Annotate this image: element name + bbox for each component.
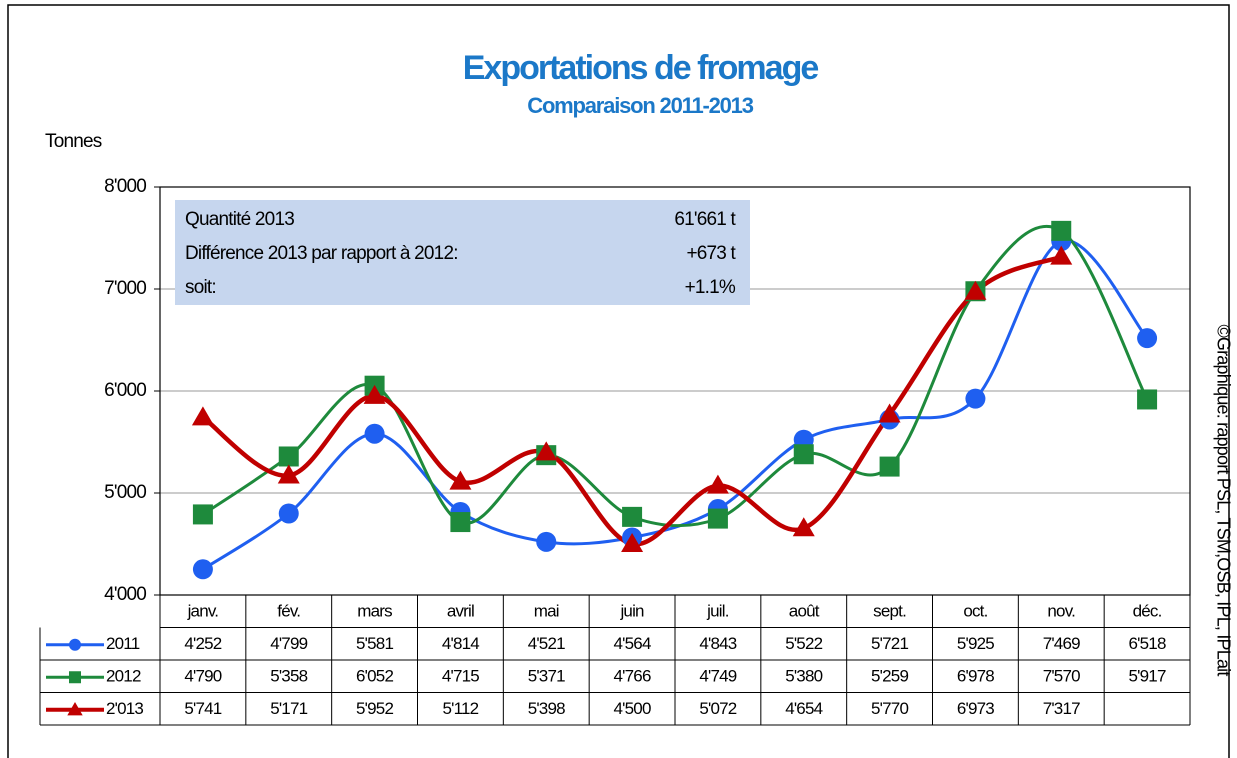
marker xyxy=(450,512,471,533)
table-value: 6'973 xyxy=(957,699,994,718)
table-value: 4'814 xyxy=(442,634,479,653)
table-value: 6'978 xyxy=(957,667,994,686)
table-value: 4'799 xyxy=(270,634,307,653)
marker xyxy=(1050,245,1073,265)
x-tick-label: août xyxy=(789,602,820,621)
table-value: 4'564 xyxy=(614,634,651,653)
annotation-value: 61'661 t xyxy=(674,209,736,230)
y-tick-label: 6'000 xyxy=(104,380,146,401)
table-value: 4'521 xyxy=(528,634,565,653)
table-value: 4'252 xyxy=(184,634,221,653)
annotation-label: Différence 2013 par rapport à 2012: xyxy=(185,243,458,264)
x-tick-label: mai xyxy=(534,602,559,621)
table-value: 5'380 xyxy=(785,667,822,686)
table-value: 4'766 xyxy=(614,667,651,686)
frame xyxy=(7,4,1230,758)
marker xyxy=(965,388,986,409)
table-value: 5'522 xyxy=(785,634,822,653)
x-tick-label: sept. xyxy=(873,602,906,621)
marker xyxy=(706,474,729,494)
x-tick-label: fév. xyxy=(277,602,300,621)
legend-marker xyxy=(69,638,81,651)
series-line xyxy=(202,239,1149,571)
table-value: 5'259 xyxy=(871,667,908,686)
marker xyxy=(278,446,299,467)
marker xyxy=(1051,220,1072,241)
marker xyxy=(277,464,300,484)
marker xyxy=(1137,389,1158,410)
table-value: 4'749 xyxy=(699,667,736,686)
marker xyxy=(707,508,728,529)
table-value: 5'925 xyxy=(957,634,994,653)
x-tick-label: oct. xyxy=(963,602,987,621)
table-value: 5'112 xyxy=(443,699,479,718)
marker xyxy=(622,506,643,527)
table-value: 5'171 xyxy=(270,699,307,718)
table-value: 4'843 xyxy=(699,634,736,653)
annotation-label: soit: xyxy=(185,277,216,298)
table-value: 5'952 xyxy=(356,699,393,718)
x-tick-label: juil. xyxy=(706,602,729,621)
table-value: 7'570 xyxy=(1043,667,1080,686)
y-tick-label: 7'000 xyxy=(104,278,146,299)
x-tick-label: janv. xyxy=(187,602,219,621)
table-value: 5'398 xyxy=(528,699,565,718)
table-value: 5'072 xyxy=(699,699,736,718)
table-value: 4'715 xyxy=(442,667,479,686)
y-axis-label: Tonnes xyxy=(45,131,102,152)
annotation-box xyxy=(175,200,750,305)
legend-marker xyxy=(67,702,83,716)
table-value: 4'500 xyxy=(614,699,651,718)
x-tick-label: nov. xyxy=(1047,602,1075,621)
marker xyxy=(535,441,558,461)
marker xyxy=(621,533,644,552)
table-value: 5'741 xyxy=(184,699,221,718)
table-value: 6'052 xyxy=(356,667,393,686)
legend-label: 2'013 xyxy=(106,699,143,718)
table-value: 5'917 xyxy=(1129,667,1166,686)
table-value: 5'371 xyxy=(528,667,565,686)
x-tick-label: juin xyxy=(619,602,644,621)
marker xyxy=(449,470,472,490)
chart-subtitle: Comparaison 2011-2013 xyxy=(527,93,753,118)
table-value: 5'358 xyxy=(270,667,307,686)
table-value: 5'721 xyxy=(871,634,908,653)
annotation-label: Quantité 2013 xyxy=(185,209,294,230)
table-value: 4'654 xyxy=(785,699,822,718)
table-value: 7'469 xyxy=(1043,634,1080,653)
marker xyxy=(536,531,557,552)
marker xyxy=(792,517,815,537)
table-value: 5'770 xyxy=(871,699,908,718)
chart-title: Exportations de fromage xyxy=(463,49,819,87)
x-tick-label: avril xyxy=(447,602,474,621)
y-tick-label: 8'000 xyxy=(104,176,146,197)
marker xyxy=(1137,328,1158,349)
marker xyxy=(363,384,386,404)
marker xyxy=(192,504,213,525)
marker xyxy=(192,559,213,580)
table-value: 7'317 xyxy=(1043,699,1080,718)
x-tick-label: déc. xyxy=(1133,602,1162,621)
table-value: 4'790 xyxy=(184,667,221,686)
y-tick-label: 4'000 xyxy=(104,584,146,605)
marker xyxy=(879,456,900,477)
table-value: 5'581 xyxy=(356,634,393,653)
annotation-value: +673 t xyxy=(686,243,736,264)
legend-marker xyxy=(69,671,81,684)
x-tick-label: mars xyxy=(357,602,392,621)
marker xyxy=(278,503,299,524)
marker xyxy=(964,280,987,300)
table-value: 6'518 xyxy=(1129,634,1166,653)
marker xyxy=(364,423,385,444)
marker xyxy=(793,444,814,465)
y-tick-label: 5'000 xyxy=(104,482,146,503)
marker xyxy=(191,406,214,426)
source: ©Graphique: rapport PSL, TSM,OSB, IPL, I… xyxy=(1213,324,1233,676)
legend-label: 2011 xyxy=(106,634,140,653)
marker xyxy=(878,403,901,423)
legend-label: 2012 xyxy=(106,667,141,686)
annotation-value: +1.1% xyxy=(685,277,736,298)
